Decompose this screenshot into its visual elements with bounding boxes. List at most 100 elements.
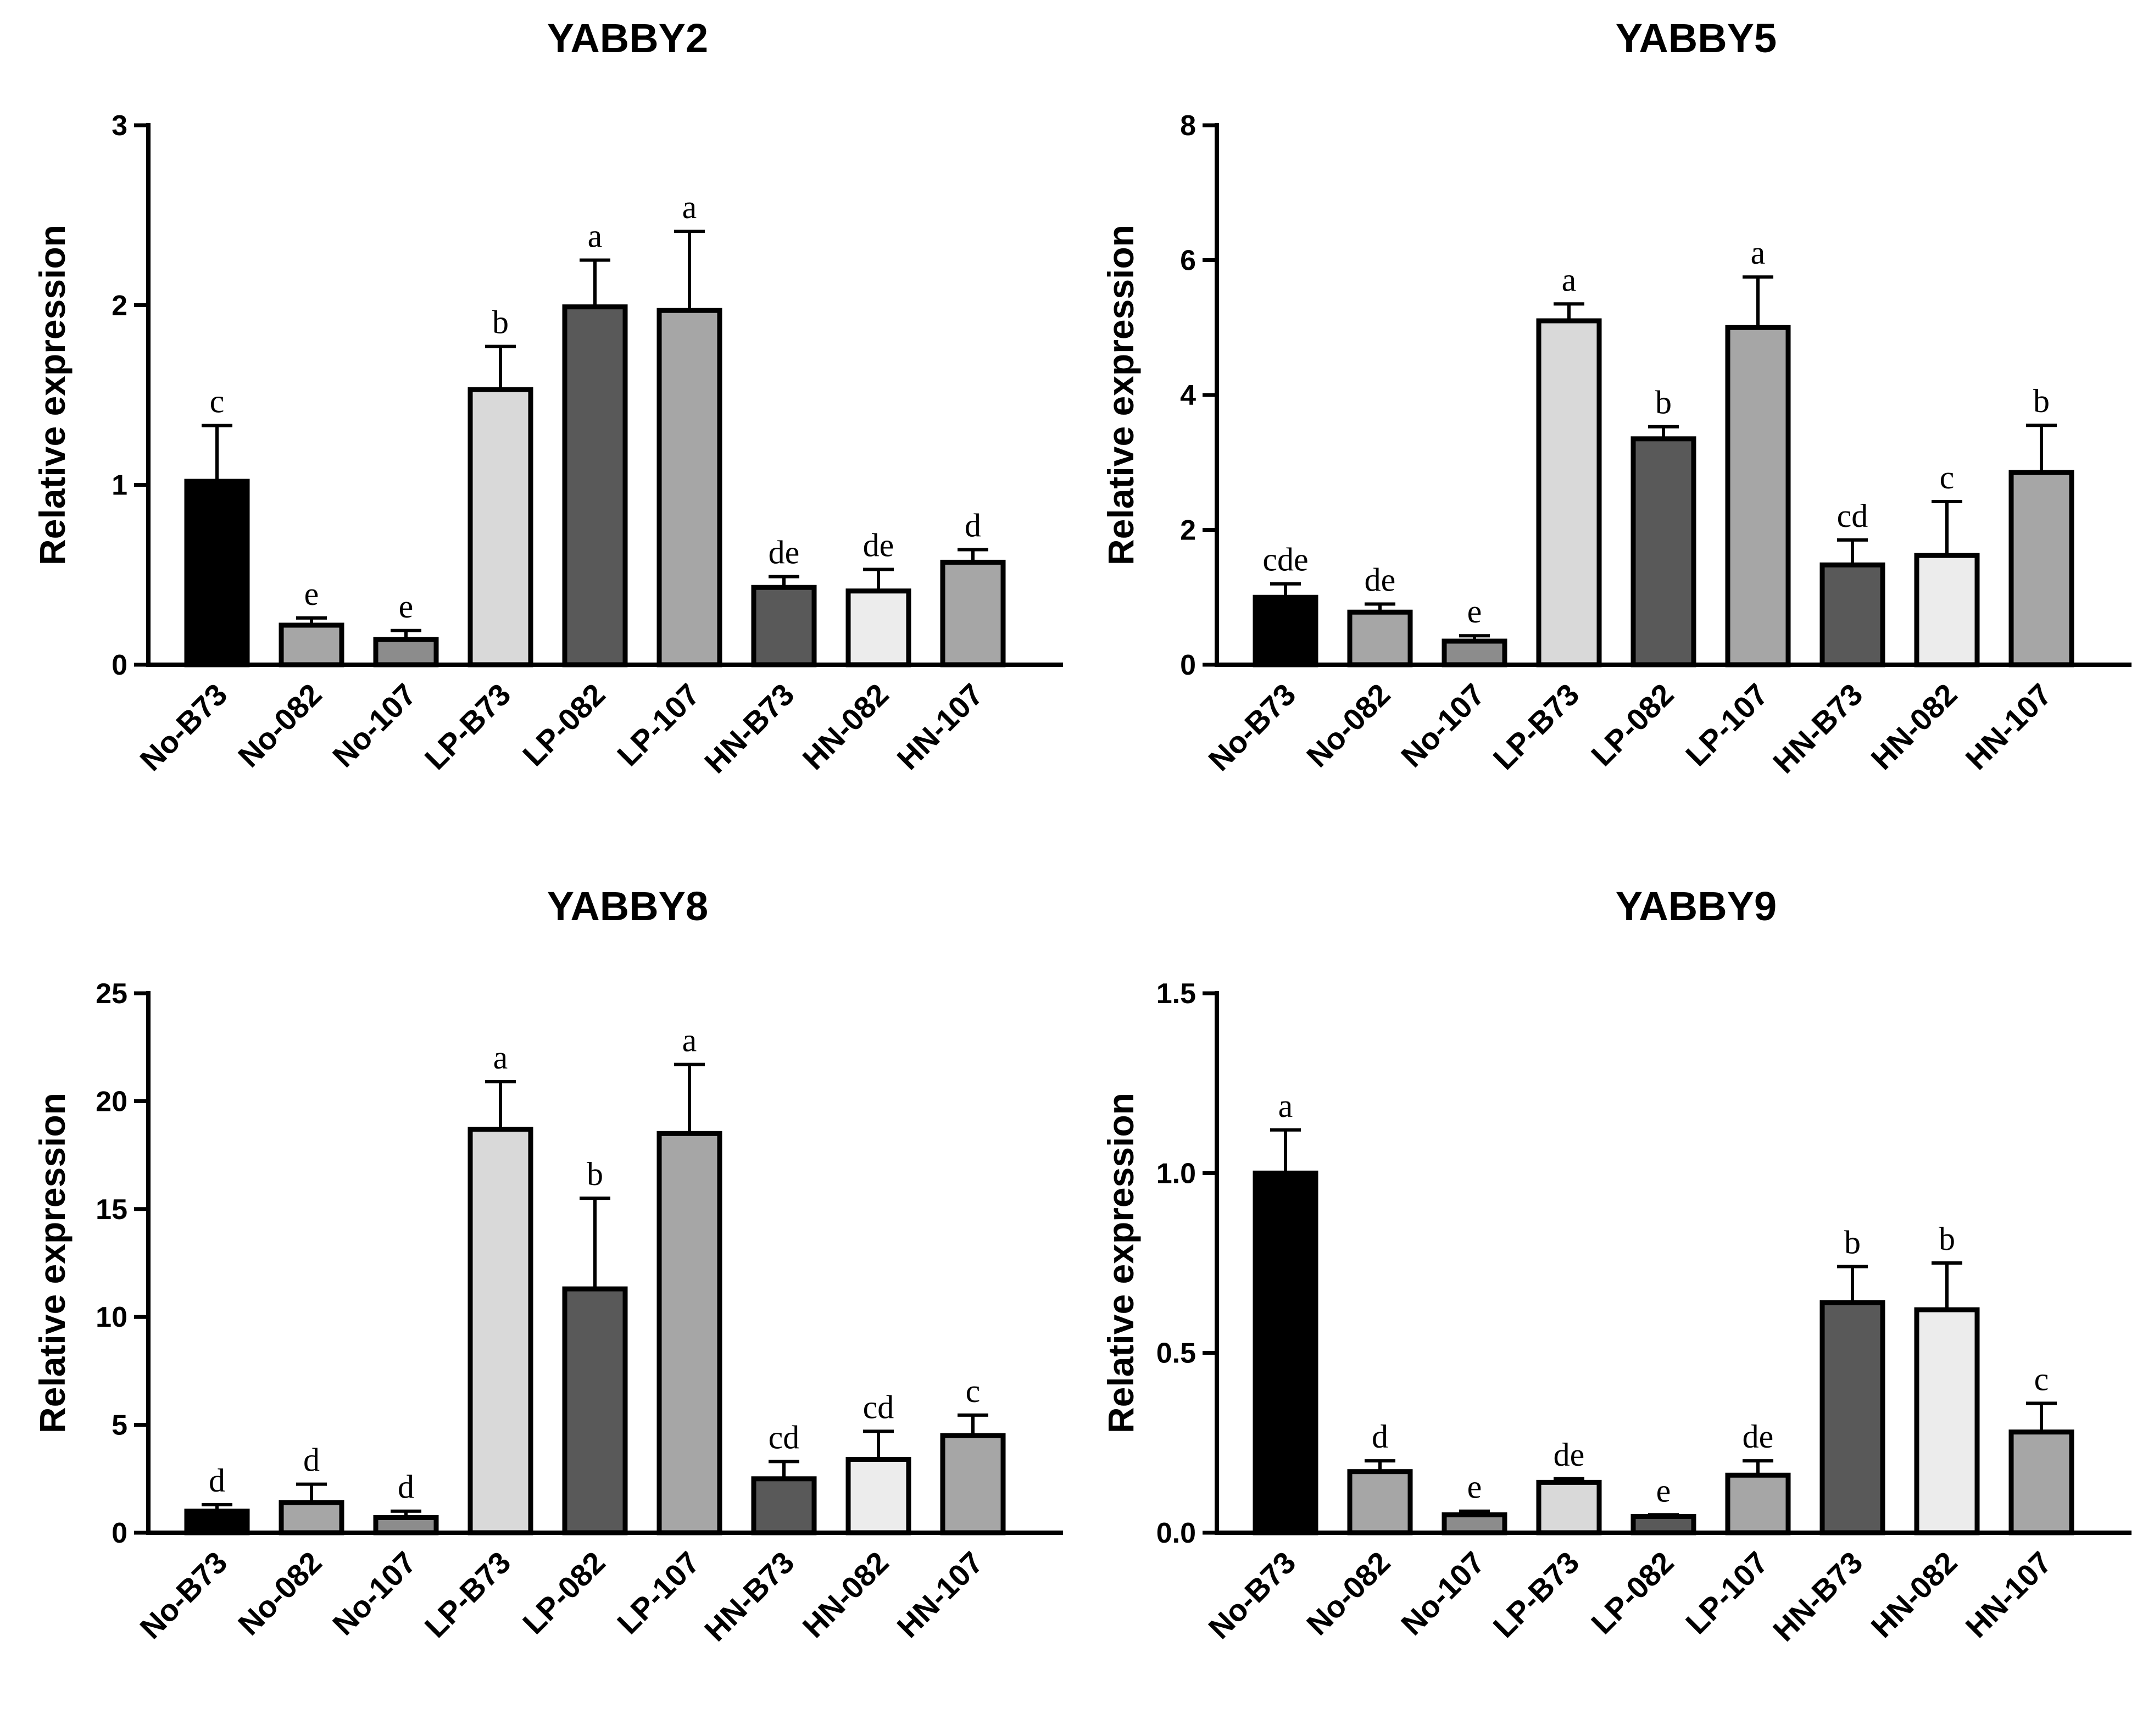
- x-tick-label: HN-082: [795, 1545, 895, 1644]
- bar-lp-b73: [468, 1126, 533, 1535]
- x-tick-label: HN-107: [890, 677, 989, 776]
- bar-lp-107: [1725, 325, 1791, 667]
- significance-letter: e: [1467, 593, 1482, 630]
- bar-lp-082: [1630, 436, 1696, 667]
- x-tick-label: LP-082: [1584, 677, 1680, 772]
- x-tick-label: HN-107: [890, 1545, 989, 1644]
- bar-group-no-107: e No-107: [326, 588, 439, 774]
- bar-hn-b73: [751, 1476, 817, 1535]
- bar-hn-107: [2008, 470, 2074, 667]
- bar-hn-082: [1914, 553, 1980, 667]
- bar-no-082: [279, 1500, 344, 1535]
- x-tick-label: LP-082: [516, 1545, 611, 1640]
- y-tick-label: 0.5: [1156, 1338, 1196, 1370]
- bar-no-107: [1442, 638, 1507, 667]
- bar-hn-082: [845, 1456, 911, 1535]
- significance-letter: e: [1467, 1469, 1482, 1505]
- y-tick-label: 1.5: [1156, 978, 1196, 1010]
- bar-hn-082: [845, 588, 911, 667]
- bar-group-hn-b73: b HN-B73: [1766, 1225, 1885, 1648]
- bar-group-no-082: d No-082: [231, 1442, 344, 1642]
- bar-lp-107: [656, 308, 722, 667]
- bar-hn-107: [940, 1433, 1006, 1535]
- y-tick-label: 15: [96, 1194, 127, 1226]
- x-tick-label: LP-B73: [418, 677, 517, 776]
- y-tick-label: 2: [1180, 515, 1196, 547]
- significance-letter: b: [587, 1156, 603, 1192]
- significance-letter: b: [2033, 383, 2050, 419]
- significance-letter: d: [1372, 1418, 1388, 1455]
- y-tick-label: 6: [1180, 245, 1196, 277]
- x-tick-label: HN-B73: [698, 677, 801, 780]
- y-tick-label: 10: [96, 1301, 127, 1333]
- x-tick-label: HN-107: [1958, 1545, 2058, 1644]
- bar-lp-b73: [1536, 1479, 1602, 1535]
- significance-letter: a: [493, 1039, 508, 1076]
- y-tick-label: 0.0: [1156, 1517, 1196, 1549]
- significance-letter: d: [398, 1469, 414, 1505]
- chart-title: YABBY9: [1616, 883, 1777, 929]
- significance-letter: cd: [863, 1389, 894, 1425]
- chart-panel-yabby2: YABBY2 Relative expression 0 1 2 3 c No-B73 e No-…: [0, 0, 1068, 868]
- significance-letter: b: [1844, 1225, 1861, 1261]
- x-tick-label: LP-107: [1679, 1545, 1774, 1640]
- y-tick-label: 3: [112, 110, 127, 142]
- x-tick-label: HN-107: [1958, 677, 2058, 776]
- bar-no-082: [1347, 609, 1413, 667]
- significance-letter: de: [769, 535, 800, 571]
- bar-lp-107: [656, 1131, 722, 1535]
- x-tick-label: No-107: [326, 1545, 423, 1642]
- y-tick-label: 0: [112, 649, 127, 681]
- x-tick-label: LP-B73: [418, 1545, 517, 1644]
- significance-letter: a: [682, 1022, 697, 1059]
- bar-group-lp-b73: a LP-B73: [418, 1039, 533, 1644]
- y-tick-label: 5: [112, 1410, 127, 1442]
- x-tick-label: No-082: [231, 1545, 329, 1642]
- significance-letter: de: [1743, 1418, 1774, 1455]
- significance-letter: a: [682, 189, 697, 225]
- x-tick-label: HN-082: [1864, 677, 1963, 776]
- bar-no-b73: [1253, 594, 1318, 667]
- x-tick-label: No-107: [1394, 1545, 1492, 1642]
- y-tick-label: 0: [112, 1517, 127, 1549]
- y-tick-label: 0: [1180, 649, 1196, 681]
- chart-title: YABBY2: [547, 15, 708, 61]
- x-tick-label: No-107: [1394, 677, 1492, 774]
- bar-no-082: [279, 622, 344, 667]
- significance-letter: e: [399, 588, 414, 625]
- significance-letter: b: [492, 304, 509, 341]
- x-tick-label: HN-B73: [1766, 1545, 1869, 1648]
- x-tick-label: No-B73: [1201, 677, 1302, 777]
- significance-letter: d: [209, 1462, 225, 1499]
- chart-title: YABBY8: [547, 883, 708, 929]
- chart-yabby9: YABBY9 Relative expression 0.0 0.5 1.0 1.5 a No…: [1100, 883, 2132, 1648]
- chart-yabby8: YABBY8 Relative expression 0 5 10 15 20 25 d No-B…: [32, 883, 1063, 1648]
- significance-letter: c: [966, 1373, 981, 1409]
- bar-group-no-107: d No-107: [326, 1469, 439, 1642]
- x-tick-label: HN-B73: [1766, 677, 1869, 780]
- significance-letter: cd: [769, 1419, 800, 1455]
- significance-letter: d: [303, 1442, 320, 1478]
- bar-no-b73: [184, 1509, 250, 1535]
- chart-yabby2: YABBY2 Relative expression 0 1 2 3 c No-B73 e No-…: [32, 15, 1063, 780]
- y-tick-label: 4: [1180, 380, 1196, 411]
- y-axis-label: Relative expression: [1100, 1093, 1141, 1433]
- x-tick-label: LP-082: [1584, 1545, 1680, 1640]
- y-tick-label: 20: [96, 1086, 127, 1117]
- x-tick-label: LP-B73: [1487, 677, 1586, 776]
- x-tick-label: LP-107: [610, 677, 706, 772]
- x-tick-label: HN-082: [795, 677, 895, 776]
- x-tick-label: HN-082: [1864, 1545, 1963, 1644]
- bar-hn-b73: [1819, 1300, 1885, 1535]
- significance-letter: de: [1365, 562, 1396, 598]
- bar-group-lp-b73: a LP-B73: [1487, 261, 1602, 776]
- bar-no-082: [1347, 1469, 1413, 1535]
- significance-letter: cd: [1837, 498, 1868, 534]
- significance-letter: cde: [1262, 542, 1308, 578]
- chart-panel-yabby8: YABBY8 Relative expression 0 5 10 15 20 25 d No-B…: [0, 868, 1068, 1736]
- significance-letter: c: [2034, 1361, 2049, 1397]
- bar-group-no-082: de No-082: [1300, 562, 1413, 774]
- x-tick-label: LP-082: [516, 677, 611, 772]
- bar-lp-b73: [1536, 318, 1602, 667]
- y-axis-label: Relative expression: [32, 225, 73, 565]
